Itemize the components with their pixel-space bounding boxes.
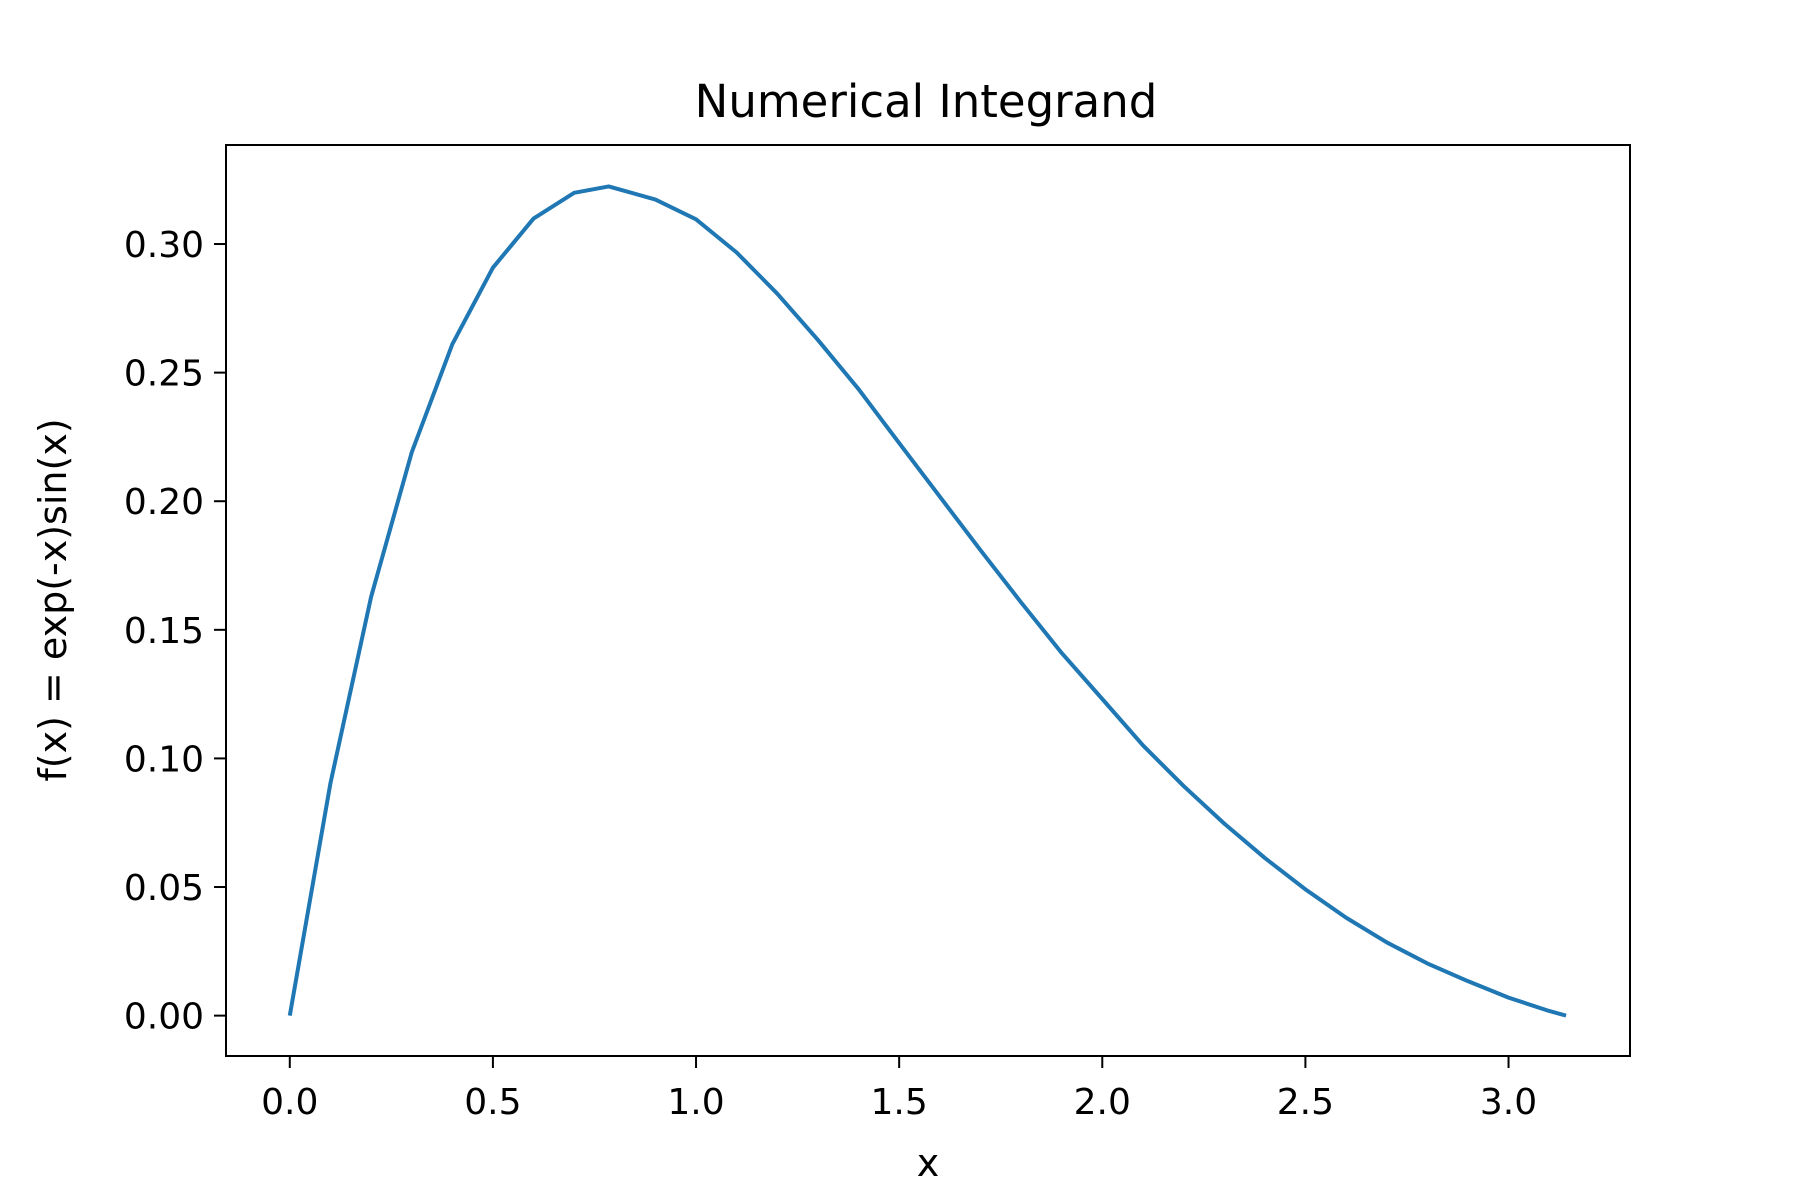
x-axis-ticks: 0.0 0.5 1.0 1.5 2.0 2.5 3.0: [261, 1056, 1537, 1123]
y-tick-label: 0.15: [124, 611, 204, 652]
x-tick-label: 2.5: [1277, 1082, 1334, 1123]
x-tick-label: 3.0: [1480, 1082, 1537, 1123]
x-tick-label: 2.0: [1074, 1082, 1131, 1123]
x-tick-label: 0.5: [464, 1082, 521, 1123]
x-axis-label: x: [917, 1141, 940, 1185]
plot-area: [225, 144, 1631, 1057]
y-tick-label: 0.25: [124, 354, 204, 395]
y-tick-label: 0.20: [124, 482, 204, 523]
y-tick-label: 0.00: [124, 997, 204, 1038]
chart-title: Numerical Integrand: [695, 75, 1158, 128]
y-tick-label: 0.10: [124, 739, 204, 780]
x-tick-label: 0.0: [261, 1082, 318, 1123]
series-line: [287, 184, 1567, 1018]
x-tick-label: 1.5: [871, 1082, 928, 1123]
axes-frame: [225, 144, 1631, 1057]
x-tick-label: 1.0: [667, 1082, 724, 1123]
y-axis-label: f(x) = exp(-x)sin(x): [31, 418, 75, 781]
y-tick-label: 0.30: [124, 225, 204, 266]
y-axis-ticks: 0.00 0.05 0.10 0.15 0.20 0.25 0.30: [124, 225, 226, 1038]
y-tick-label: 0.05: [124, 868, 204, 909]
